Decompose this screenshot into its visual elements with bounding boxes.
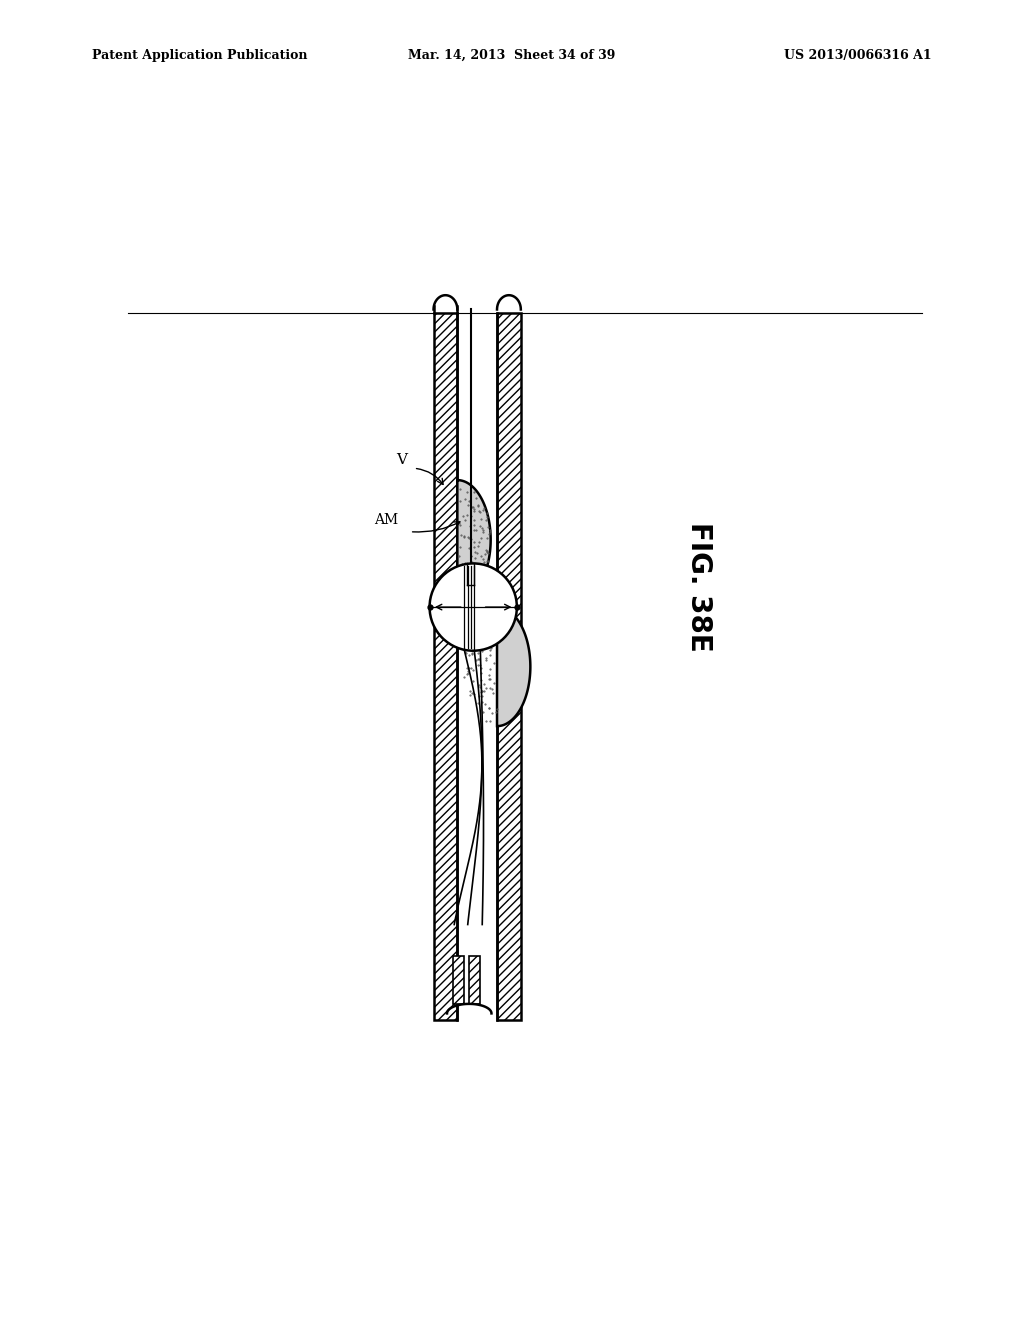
Text: V: V [396, 453, 408, 467]
Bar [454, 956, 464, 1005]
Text: AM: AM [374, 512, 398, 527]
Text: FIG. 38E: FIG. 38E [685, 523, 714, 652]
Bar [497, 313, 521, 1020]
Text: Mar. 14, 2013  Sheet 34 of 39: Mar. 14, 2013 Sheet 34 of 39 [409, 49, 615, 62]
Text: Patent Application Publication: Patent Application Publication [92, 49, 307, 62]
Polygon shape [458, 480, 490, 599]
Text: US 2013/0066316 A1: US 2013/0066316 A1 [784, 49, 932, 62]
Bar [458, 313, 497, 1020]
Polygon shape [497, 607, 530, 726]
Bar [433, 313, 458, 1020]
Bar [469, 956, 479, 1005]
Circle shape [430, 564, 517, 651]
